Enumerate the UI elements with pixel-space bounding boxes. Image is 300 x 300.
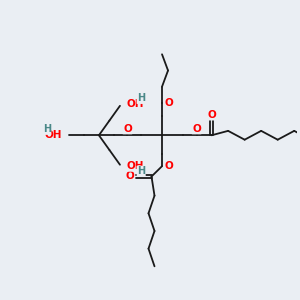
Text: O: O [207,110,216,120]
Text: H: H [137,94,145,103]
Text: H: H [43,124,51,134]
Text: OH: OH [127,161,144,171]
Text: OH: OH [45,130,62,140]
Text: OH: OH [127,99,144,110]
Text: H: H [137,166,145,176]
Text: O: O [164,98,173,108]
Text: O: O [192,124,201,134]
Text: O: O [123,124,132,134]
Text: O: O [125,172,134,182]
Text: O: O [164,161,173,171]
